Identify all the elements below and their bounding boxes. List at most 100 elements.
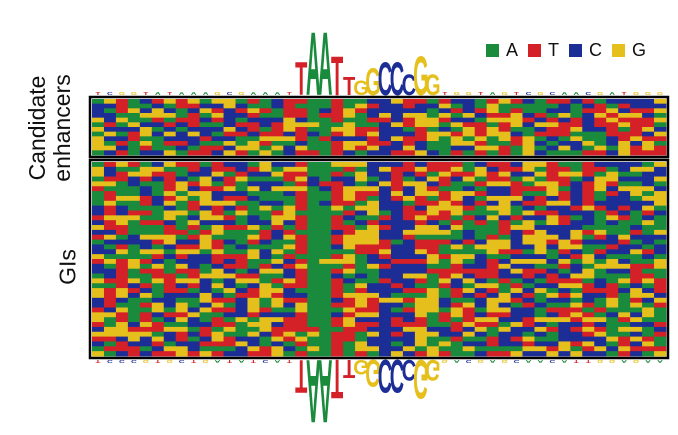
gi-cell <box>594 249 607 255</box>
enhancer-cell <box>92 131 105 137</box>
enhancer-cell <box>92 108 105 114</box>
gi-cell <box>402 326 416 333</box>
enhancer-cell <box>271 103 284 109</box>
gi-cell <box>103 244 117 250</box>
gi-cell <box>570 171 583 177</box>
enhancer-cell <box>618 103 631 109</box>
gi-cell <box>522 205 535 211</box>
gi-cell <box>295 297 308 304</box>
gi-cell <box>438 346 452 352</box>
gi-cell <box>558 351 571 357</box>
gi-cell <box>223 166 236 173</box>
gi-cell <box>199 215 212 221</box>
gi-cell <box>498 278 511 284</box>
enhancer-cell <box>103 103 117 109</box>
gi-cell <box>522 229 535 236</box>
gi-cell <box>115 302 129 308</box>
gi-cell <box>582 312 595 318</box>
gi-cell <box>115 234 129 240</box>
gi-cell <box>630 322 643 328</box>
gi-cell <box>103 225 117 231</box>
gi-cell <box>187 326 201 333</box>
gi-cell <box>438 273 452 279</box>
gi-cell <box>235 283 248 289</box>
gi-cell <box>115 195 129 202</box>
gi-cell <box>534 351 547 357</box>
gi-cell <box>103 239 117 245</box>
gi-cell <box>486 351 499 357</box>
gi-cell <box>486 273 499 279</box>
gi-cell <box>151 254 165 260</box>
gi-cell <box>163 229 177 236</box>
gi-cell <box>235 225 248 231</box>
enhancer-cell <box>462 117 476 123</box>
gi-cell <box>247 215 260 221</box>
gi-cell <box>438 225 452 231</box>
gi-cell <box>319 273 332 279</box>
gi-cell <box>355 162 368 168</box>
gi-cell <box>307 341 320 347</box>
gi-cell <box>642 220 655 226</box>
enhancer-cell <box>271 113 284 119</box>
gi-cell <box>187 307 201 313</box>
gi-cell <box>199 268 212 274</box>
gi-cell <box>211 195 224 202</box>
gi-cell <box>486 297 499 304</box>
gi-cell <box>211 297 224 304</box>
gi-cell <box>642 292 655 299</box>
gi-cell <box>151 244 165 250</box>
gi-cell <box>92 292 105 299</box>
gi-cell <box>654 263 667 270</box>
gi-cell <box>402 278 416 284</box>
enhancer-cell <box>606 131 619 137</box>
gi-cell <box>546 278 559 284</box>
gi-cell <box>247 278 260 284</box>
gi-cell <box>355 307 368 313</box>
gi-cell <box>582 278 595 284</box>
gi-cell <box>211 215 224 221</box>
gi-cell <box>283 181 296 187</box>
gi-cell <box>510 351 523 357</box>
gi-cell <box>522 181 535 187</box>
enhancer-cell <box>211 145 224 151</box>
enhancer-cell <box>163 145 177 151</box>
enhancer-cell <box>355 122 368 128</box>
gi-cell <box>654 331 667 337</box>
gi-cell <box>92 307 105 313</box>
gi-cell <box>654 346 667 352</box>
gi-cell <box>390 162 404 168</box>
gi-cell <box>522 162 535 168</box>
gi-cell <box>103 297 117 304</box>
gi-cell <box>151 176 165 182</box>
gi-cell <box>199 278 212 284</box>
gi-cell <box>223 263 236 270</box>
enhancer-cell <box>570 108 583 114</box>
gi-cell <box>247 317 260 323</box>
gi-cell <box>630 234 643 240</box>
gi-cell <box>115 215 129 221</box>
gi-cell <box>438 312 452 318</box>
gi-cell <box>379 302 392 308</box>
logo-letter: A <box>306 341 320 435</box>
gi-cell <box>163 273 177 279</box>
gi-cell <box>438 229 452 236</box>
gi-cell <box>139 205 153 211</box>
logo-letter: C <box>402 69 416 102</box>
gi-cell <box>414 225 428 231</box>
gi-cell <box>594 229 607 236</box>
logo-background-letter: A <box>526 359 532 364</box>
gi-cell <box>235 162 248 168</box>
gi-cell <box>127 346 141 352</box>
gi-cell <box>283 331 296 337</box>
logo-background-letter: C <box>119 359 125 364</box>
gi-cell <box>510 278 523 284</box>
gi-cell <box>534 210 547 216</box>
enhancer-cell <box>570 113 583 119</box>
gi-cell <box>379 171 392 177</box>
gi-cell <box>570 176 583 182</box>
gi-cell <box>546 322 559 328</box>
gi-cell <box>654 166 667 173</box>
gi-cell <box>402 205 416 211</box>
gi-cell <box>390 268 404 274</box>
gi-cell <box>510 234 523 240</box>
